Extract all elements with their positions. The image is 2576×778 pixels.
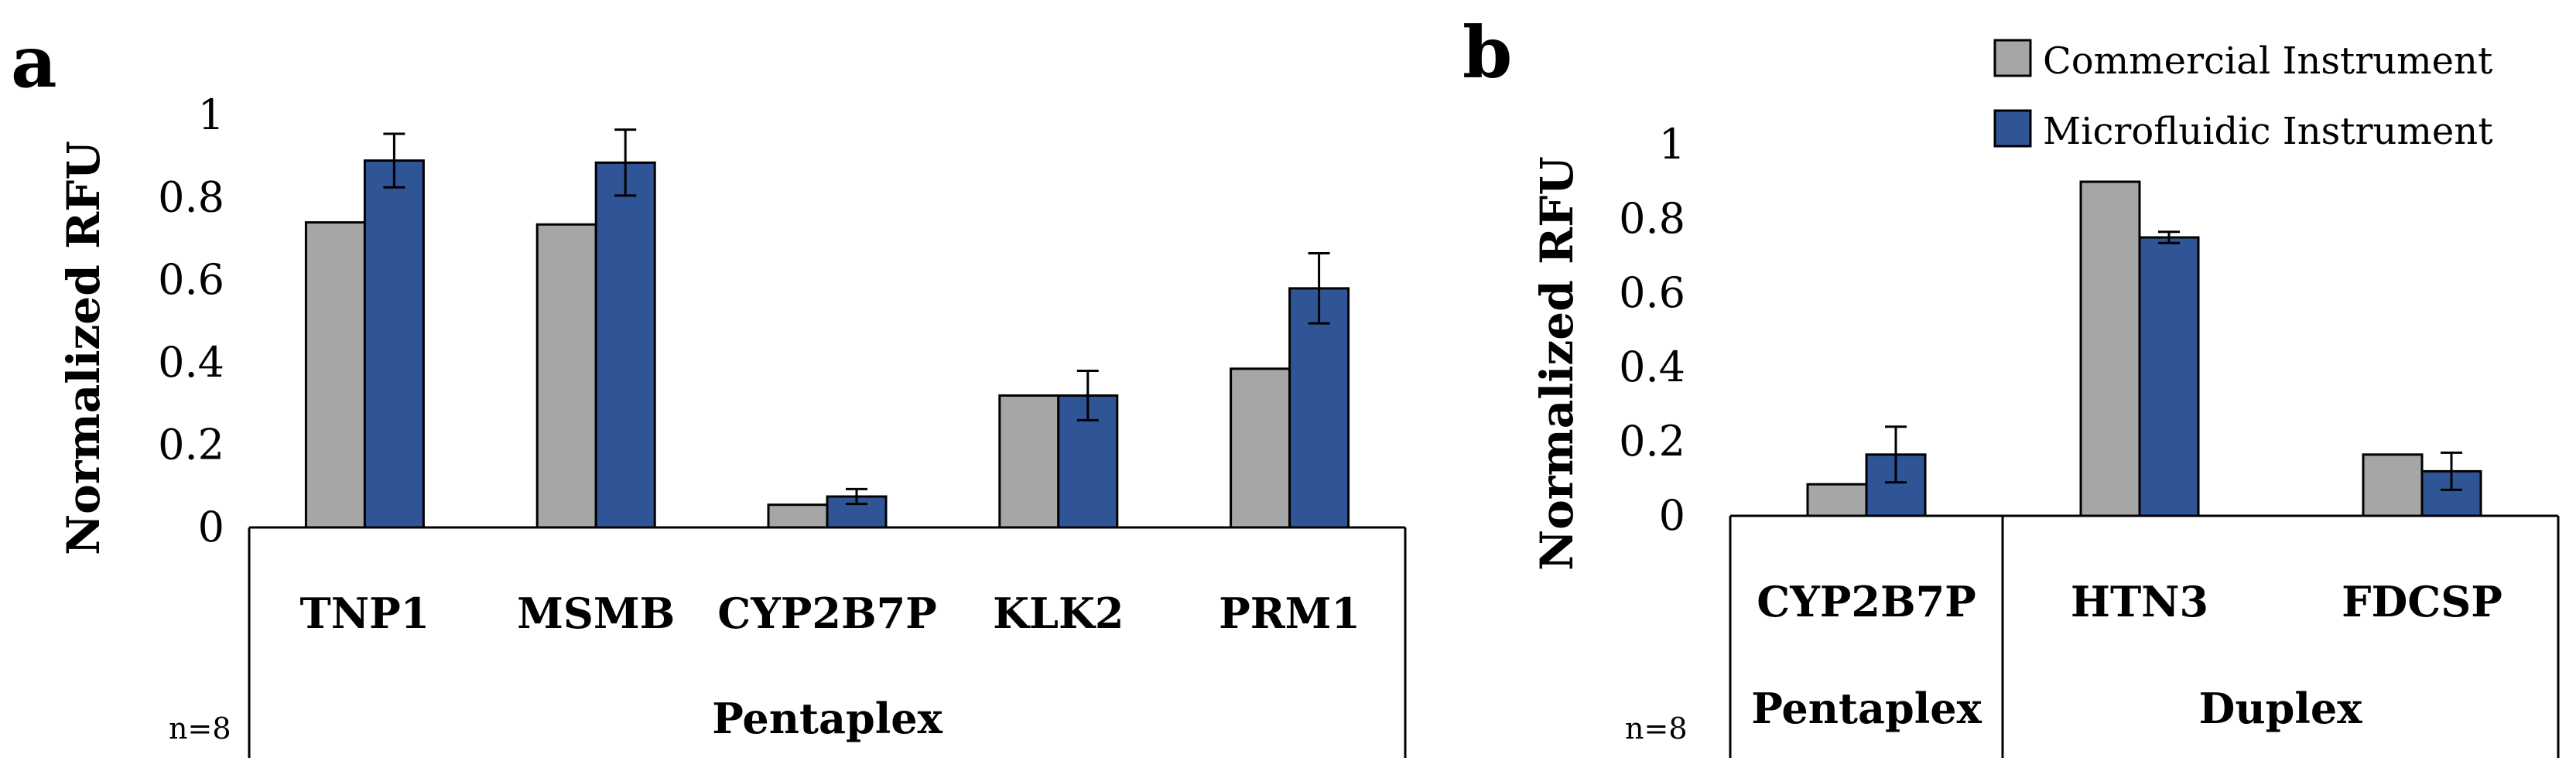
panel-b: Normalized RFU 0 0.2 0.4 0.6 0.8 1 CYP2B7P HTN…: [1531, 120, 2560, 758]
panel-a-y-tick-label: 1: [198, 90, 224, 139]
panel-a-bar-commercial-prm1: [1230, 367, 1291, 529]
panel-b-group-label-pentaplex: Pentaplex: [1751, 684, 1982, 733]
panel-a-y-tick-label: 0.4: [158, 338, 224, 387]
panel-a-bar-commercial-klk2: [998, 394, 1060, 529]
legend-label-microfluidic: Microfluidic Instrument: [2043, 110, 2493, 153]
panel-a-category-label-msmb: MSMB: [517, 589, 675, 638]
panel-b-bar-microfluidic-htn3: [2138, 236, 2200, 517]
panel-a-category-label-klk2: KLK2: [993, 589, 1124, 638]
panel-a-y-tick-label: 0.6: [158, 255, 224, 304]
panel-a-y-ticks: 0 0.2 0.4 0.6 0.8 1: [158, 90, 224, 551]
panel-b-y-tick-label: 0: [1659, 491, 1685, 540]
legend-swatch-microfluidic: [1993, 109, 2032, 148]
panel-a-bar-microfluidic-msmb: [594, 161, 656, 529]
panel-b-category-label-fdcsp: FDCSP: [2342, 577, 2502, 626]
panel-a-y-tick-label: 0.2: [158, 420, 224, 469]
panel-a-group-label-pentaplex: Pentaplex: [712, 694, 942, 743]
panel-b-bars: [1806, 180, 2482, 517]
panel-a-n-note: n=8: [169, 711, 231, 746]
panel-b-bar-commercial-cyp2b7p: [1806, 483, 1868, 517]
panel-a-bar-commercial-tnp1: [304, 221, 366, 529]
legend-swatch-commercial: [1993, 39, 2032, 77]
panel-b-group-label-duplex: Duplex: [2199, 684, 2363, 733]
panel-b-y-ticks: 0 0.2 0.4 0.6 0.8 1: [1619, 120, 1685, 540]
panel-a-y-tick-label: 0.8: [158, 173, 224, 222]
panel-a-category-label-tnp1: TNP1: [300, 589, 430, 638]
panel-a-bar-commercial-cyp2b7p: [767, 503, 829, 529]
panel-b-y-tick-label: 1: [1659, 120, 1685, 169]
panel-a-bars: [304, 128, 1350, 529]
panel-a-bar-commercial-msmb: [535, 223, 597, 529]
panel-b-bar-commercial-htn3: [2079, 180, 2141, 517]
panel-a-category-label-prm1: PRM1: [1219, 589, 1360, 638]
panel-b-category-label-cyp2b7p: CYP2B7P: [1757, 577, 1976, 626]
panel-b-y-axis-label: Normalized RFU: [1531, 156, 1583, 571]
legend-label-commercial: Commercial Instrument: [2043, 39, 2492, 83]
panel-a: Normalized RFU 0 0.2 0.4 0.6 0.8 1 TNP1 MSMB CY…: [57, 90, 1407, 758]
panel-a-y-axis-label: Normalized RFU: [57, 141, 110, 555]
panel-b-y-tick-label: 0.2: [1619, 417, 1685, 466]
legend: Commercial Instrument Microfluidic Instr…: [1993, 39, 2493, 153]
panel-a-y-tick-label: 0: [198, 503, 224, 551]
panel-a-category-labels: TNP1 MSMB CYP2B7P KLK2 PRM1: [300, 589, 1360, 638]
panel-b-y-tick-label: 0.4: [1619, 343, 1685, 391]
panel-b-letter: b: [1462, 11, 1512, 94]
panel-b-n-note: n=8: [1625, 711, 1688, 746]
panel-b-category-label-htn3: HTN3: [2071, 577, 2208, 626]
panel-b-y-tick-label: 0.6: [1619, 268, 1685, 317]
panel-a-bar-microfluidic-tnp1: [363, 159, 425, 529]
panel-b-bar-commercial-fdcsp: [2362, 453, 2424, 517]
panel-a-category-label-cyp2b7p: CYP2B7P: [717, 589, 937, 638]
panel-b-category-labels: CYP2B7P HTN3 FDCSP: [1757, 577, 2502, 626]
panel-a-letter: a: [11, 20, 57, 104]
panel-b-y-tick-label: 0.8: [1619, 194, 1685, 243]
